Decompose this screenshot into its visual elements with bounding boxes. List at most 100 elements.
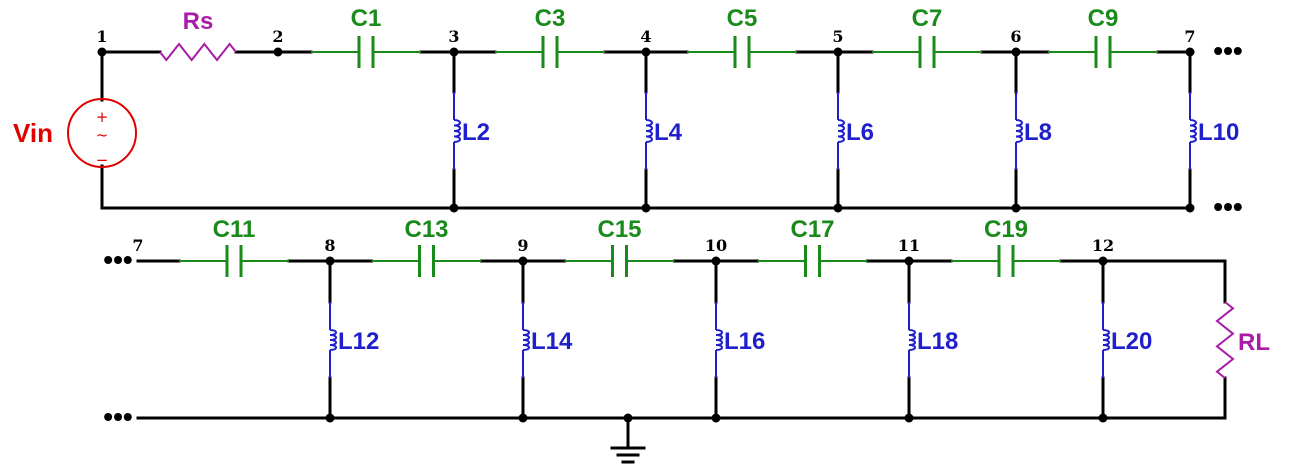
capacitor-label: C7 xyxy=(912,5,943,32)
capacitor-C15 xyxy=(564,245,675,277)
junction-dot xyxy=(449,47,459,57)
inductor-coil xyxy=(522,329,530,351)
junction-dot xyxy=(904,256,914,266)
junction-dots xyxy=(97,47,1195,423)
junction-dot xyxy=(833,203,843,213)
inductor-coil xyxy=(1189,119,1197,143)
node-number: 2 xyxy=(272,27,283,46)
node-number: 8 xyxy=(324,236,335,255)
capacitor-C3 xyxy=(495,36,605,68)
capacitor-C11 xyxy=(179,245,289,277)
inductor-coil xyxy=(645,119,653,143)
junction-dot xyxy=(904,413,914,423)
resistor-RL xyxy=(1215,301,1235,379)
capacitor-label: C1 xyxy=(351,5,382,32)
components xyxy=(67,36,1235,464)
resistor-RL-label: RL xyxy=(1238,329,1270,356)
voltage-source-symbol xyxy=(67,98,137,168)
inductor-coil xyxy=(837,119,845,143)
capacitor-C19 xyxy=(951,245,1061,277)
source-minus-sign: − xyxy=(96,151,109,169)
capacitor-label: C5 xyxy=(727,5,758,32)
inductor-coil xyxy=(1015,119,1023,143)
node-number: 1 xyxy=(96,27,107,46)
capacitor-C9 xyxy=(1048,36,1158,68)
inductor-L8 xyxy=(1015,92,1023,170)
inductor-L20 xyxy=(1102,302,1110,378)
node-number: 5 xyxy=(832,27,843,46)
node-number: 3 xyxy=(448,27,459,46)
inductor-L2 xyxy=(453,92,461,170)
inductor-label: L2 xyxy=(462,119,490,146)
node-number: 7 xyxy=(1184,27,1195,46)
junction-dot xyxy=(1011,203,1021,213)
junction-dot xyxy=(641,47,651,57)
inductor-label: L4 xyxy=(654,119,683,146)
inductor-L6 xyxy=(837,92,845,170)
source-label: Vin xyxy=(13,118,53,148)
inductor-label: L18 xyxy=(917,328,958,355)
source-plus-sign: + xyxy=(96,108,109,126)
wires xyxy=(100,50,1227,450)
continuation-ellipsis: ••• xyxy=(103,401,132,432)
inductor-label: L16 xyxy=(724,328,765,355)
capacitor-C17 xyxy=(757,245,868,277)
resistor-Rs-label: Rs xyxy=(183,8,214,35)
inductor-label: L12 xyxy=(338,328,379,355)
junction-dot xyxy=(1185,203,1195,213)
capacitor-C13 xyxy=(371,245,482,277)
inductor-L10 xyxy=(1189,92,1197,170)
inductor-L4 xyxy=(645,92,653,170)
junction-dot xyxy=(641,203,651,213)
junction-dot xyxy=(449,203,459,213)
continuation-ellipsis: ••• xyxy=(103,244,132,275)
node-number: 12 xyxy=(1092,236,1114,255)
inductor-label: L20 xyxy=(1111,328,1152,355)
inductor-coil xyxy=(329,329,337,351)
resistor-Rs xyxy=(159,42,237,62)
inductor-coil xyxy=(1102,329,1110,351)
junction-dot xyxy=(97,47,107,57)
capacitor-label: C13 xyxy=(404,216,448,243)
inductor-L18 xyxy=(908,302,916,378)
junction-dot xyxy=(711,413,721,423)
node-number: 6 xyxy=(1010,27,1021,46)
node-number: 10 xyxy=(705,236,727,255)
capacitor-label: C15 xyxy=(597,216,641,243)
capacitor-label: C3 xyxy=(535,5,566,32)
junction-dot xyxy=(325,256,335,266)
capacitor-label: C19 xyxy=(984,216,1028,243)
junction-dot xyxy=(1011,47,1021,57)
junction-dot xyxy=(273,47,283,57)
source-ac-symbol: ~ xyxy=(96,126,109,144)
capacitor-C1 xyxy=(311,36,421,68)
inductor-coil xyxy=(908,329,916,351)
inductor-label: L14 xyxy=(531,328,573,355)
node-number: 4 xyxy=(640,27,651,46)
capacitor-C5 xyxy=(687,36,797,68)
continuation-ellipsis: ••• xyxy=(1213,191,1242,222)
node-number: 7 xyxy=(132,236,143,255)
inductor-label: L10 xyxy=(1198,119,1239,146)
capacitor-label: C11 xyxy=(213,216,256,243)
junction-dot xyxy=(623,413,633,423)
junction-dot xyxy=(1098,413,1108,423)
inductor-label: L6 xyxy=(846,119,874,146)
capacitor-C7 xyxy=(872,36,982,68)
capacitor-label: C17 xyxy=(790,216,834,243)
junction-dot xyxy=(833,47,843,57)
capacitor-label: C9 xyxy=(1088,5,1119,32)
inductor-L16 xyxy=(715,302,723,378)
node-number: 9 xyxy=(517,236,528,255)
node-number: 11 xyxy=(898,236,920,255)
junction-dot xyxy=(1185,47,1195,57)
junction-dot xyxy=(1098,256,1108,266)
inductor-coil xyxy=(715,329,723,351)
inductor-label: L8 xyxy=(1024,119,1052,146)
junction-dot xyxy=(325,413,335,423)
junction-dot xyxy=(518,413,528,423)
continuation-ellipsis: ••• xyxy=(1213,35,1242,66)
inductor-L14 xyxy=(522,302,530,378)
